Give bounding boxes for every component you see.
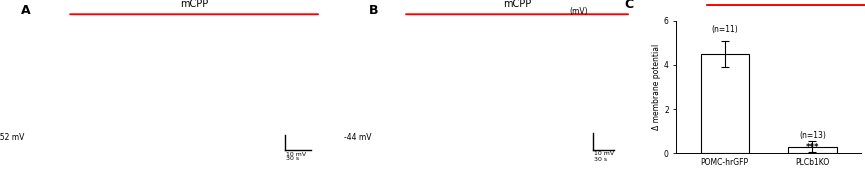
Text: 10 mV: 10 mV: [594, 151, 614, 156]
Text: 10 mV: 10 mV: [286, 152, 306, 157]
Text: A: A: [21, 4, 30, 17]
Text: -44 mV: -44 mV: [344, 133, 372, 142]
Bar: [788, 147, 836, 153]
Text: B: B: [369, 4, 379, 17]
Bar: [701, 54, 749, 153]
Text: 30 s: 30 s: [286, 156, 299, 161]
Text: (n=13): (n=13): [799, 131, 826, 140]
Text: mCPP: mCPP: [180, 0, 208, 9]
Text: (n=11): (n=11): [711, 25, 738, 34]
Y-axis label: Δ membrane potential: Δ membrane potential: [652, 44, 661, 130]
Text: (mV): (mV): [569, 7, 588, 16]
Text: C: C: [625, 0, 634, 11]
Text: ***: ***: [805, 143, 819, 152]
Text: 30 s: 30 s: [594, 156, 607, 161]
Text: mCPP: mCPP: [503, 0, 531, 9]
Text: -52 mV: -52 mV: [0, 133, 24, 142]
